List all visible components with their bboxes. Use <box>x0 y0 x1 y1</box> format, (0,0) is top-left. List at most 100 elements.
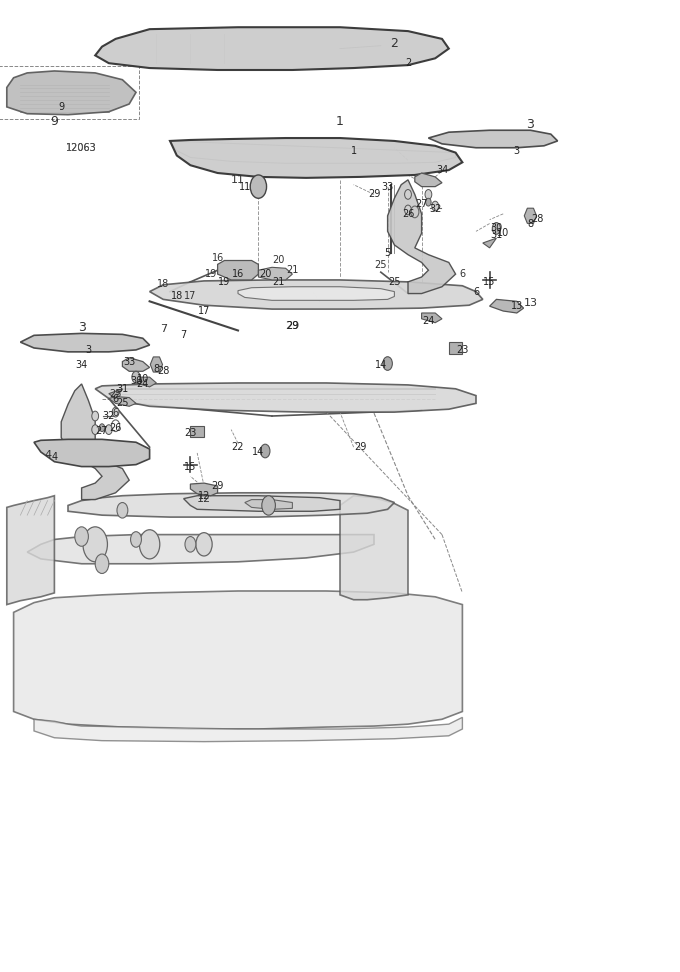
Text: 3: 3 <box>513 146 520 156</box>
Text: 6: 6 <box>473 287 479 296</box>
Polygon shape <box>34 717 462 742</box>
Text: 1: 1 <box>350 146 357 156</box>
Circle shape <box>185 537 196 552</box>
Circle shape <box>112 407 119 417</box>
Text: 12: 12 <box>197 494 211 503</box>
Polygon shape <box>68 493 394 517</box>
Circle shape <box>105 425 112 434</box>
Text: 16: 16 <box>232 269 244 279</box>
Polygon shape <box>95 383 476 412</box>
Circle shape <box>426 198 431 206</box>
Text: 30: 30 <box>130 376 142 386</box>
Circle shape <box>492 223 500 234</box>
Text: 25: 25 <box>116 399 129 408</box>
Text: 5: 5 <box>384 248 391 258</box>
Circle shape <box>92 425 99 434</box>
Text: 29: 29 <box>286 321 299 330</box>
Text: 26: 26 <box>109 423 122 433</box>
Polygon shape <box>150 357 163 372</box>
Polygon shape <box>109 397 136 406</box>
Circle shape <box>405 205 411 215</box>
Text: 17: 17 <box>198 306 210 316</box>
Text: 19: 19 <box>205 269 217 279</box>
Text: 27: 27 <box>96 426 108 435</box>
Polygon shape <box>150 280 483 309</box>
Text: 2: 2 <box>405 58 411 68</box>
Text: 12: 12 <box>198 491 210 501</box>
Text: 33: 33 <box>381 182 394 191</box>
Text: 11: 11 <box>231 175 245 185</box>
Polygon shape <box>245 500 292 509</box>
Text: 12063: 12063 <box>66 143 97 153</box>
Text: 34: 34 <box>436 165 448 175</box>
Polygon shape <box>190 426 204 437</box>
Text: 25: 25 <box>375 260 387 270</box>
Text: 31: 31 <box>490 230 503 240</box>
Text: 3: 3 <box>526 118 534 131</box>
Circle shape <box>132 371 140 383</box>
Polygon shape <box>184 496 340 511</box>
Polygon shape <box>415 173 442 187</box>
Text: 18: 18 <box>157 279 169 289</box>
Polygon shape <box>20 333 150 352</box>
Text: 6: 6 <box>459 269 466 279</box>
Text: 16: 16 <box>211 253 224 262</box>
Text: 29: 29 <box>354 442 367 452</box>
Text: 31: 31 <box>116 384 129 394</box>
Text: 29: 29 <box>286 321 299 330</box>
Text: 7: 7 <box>160 324 167 333</box>
Text: 14: 14 <box>375 360 387 369</box>
Polygon shape <box>170 138 462 178</box>
Text: 26: 26 <box>402 209 414 219</box>
Polygon shape <box>218 260 258 280</box>
Text: 9: 9 <box>58 102 65 112</box>
Polygon shape <box>428 130 558 148</box>
Polygon shape <box>483 238 496 248</box>
Text: 29: 29 <box>211 481 224 491</box>
Polygon shape <box>109 389 122 399</box>
Text: 6: 6 <box>112 394 119 403</box>
Text: 3: 3 <box>85 345 92 355</box>
Polygon shape <box>7 496 54 605</box>
Text: 28: 28 <box>531 214 543 224</box>
Circle shape <box>405 190 411 199</box>
Polygon shape <box>27 535 374 564</box>
Circle shape <box>250 175 267 198</box>
Polygon shape <box>122 358 150 371</box>
Text: 4: 4 <box>44 450 51 460</box>
Bar <box>0 65 139 119</box>
Text: 18: 18 <box>171 292 183 301</box>
Circle shape <box>425 190 432 199</box>
Text: 23: 23 <box>184 428 197 437</box>
Text: 7: 7 <box>180 330 187 340</box>
Polygon shape <box>524 208 537 224</box>
Circle shape <box>95 554 109 573</box>
Text: 25: 25 <box>109 389 122 399</box>
Text: 9: 9 <box>50 115 58 128</box>
Circle shape <box>196 533 212 556</box>
Circle shape <box>117 503 128 518</box>
Text: 2: 2 <box>390 37 398 51</box>
Text: 10: 10 <box>137 374 149 384</box>
Polygon shape <box>136 377 156 387</box>
Circle shape <box>139 530 160 559</box>
Polygon shape <box>449 342 462 354</box>
Text: 21: 21 <box>273 277 285 287</box>
Text: 29: 29 <box>368 190 380 199</box>
Text: 20: 20 <box>259 269 271 279</box>
Text: 8: 8 <box>527 219 534 228</box>
Polygon shape <box>340 496 408 600</box>
Polygon shape <box>258 267 292 280</box>
Polygon shape <box>95 27 449 70</box>
Text: 13: 13 <box>511 301 523 311</box>
Text: 14: 14 <box>252 447 265 457</box>
Text: 33: 33 <box>123 357 135 366</box>
Polygon shape <box>34 439 150 467</box>
Text: 15: 15 <box>184 462 197 471</box>
Text: 30: 30 <box>490 224 503 233</box>
Text: 23: 23 <box>456 345 469 355</box>
Text: 27: 27 <box>415 199 428 209</box>
Text: 8: 8 <box>153 364 160 374</box>
Text: 32: 32 <box>103 411 115 421</box>
Polygon shape <box>388 180 456 294</box>
